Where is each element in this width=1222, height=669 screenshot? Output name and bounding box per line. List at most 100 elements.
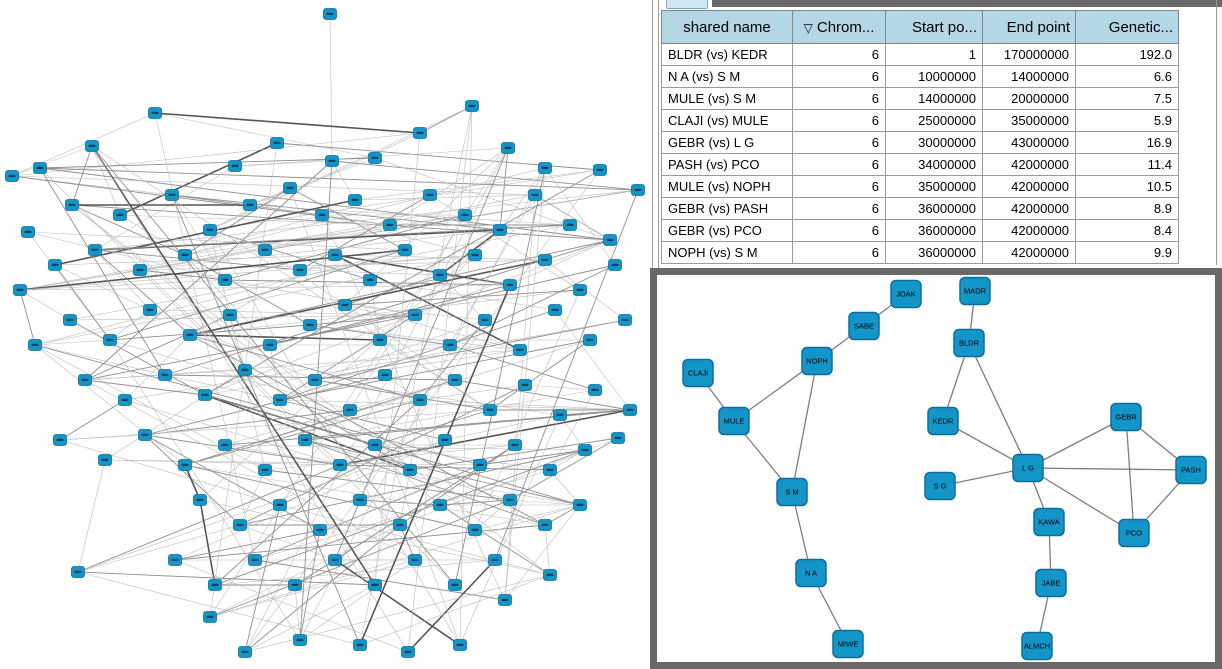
- network-node[interactable]: [538, 519, 552, 531]
- network-node-GEBR[interactable]: GEBR: [1110, 402, 1142, 432]
- network-node[interactable]: [618, 314, 632, 326]
- table-cell[interactable]: 6: [792, 65, 886, 88]
- network-node[interactable]: [238, 364, 252, 376]
- network-node[interactable]: [138, 429, 152, 441]
- network-edge-BLDR-LG[interactable]: [968, 342, 1029, 469]
- network-node[interactable]: [13, 284, 27, 296]
- table-cell[interactable]: 8.9: [1075, 197, 1179, 220]
- network-node[interactable]: [103, 334, 117, 346]
- network-node[interactable]: [513, 344, 527, 356]
- network-node[interactable]: [308, 374, 322, 386]
- table-cell[interactable]: PASH (vs) PCO: [661, 153, 793, 176]
- network-node[interactable]: [488, 554, 502, 566]
- network-node[interactable]: [348, 194, 362, 206]
- node-shape[interactable]: [848, 311, 880, 341]
- table-cell[interactable]: 35000000: [885, 175, 983, 198]
- node-shape[interactable]: [1033, 507, 1065, 537]
- table-row[interactable]: N A (vs) S M 6 10000000 14000000 6.6: [661, 65, 1179, 88]
- network-node[interactable]: [338, 299, 352, 311]
- network-edge-LG-PASH[interactable]: [1027, 467, 1192, 471]
- node-shape[interactable]: [832, 629, 864, 659]
- network-node[interactable]: [48, 259, 62, 271]
- network-node[interactable]: [233, 519, 247, 531]
- network-node[interactable]: [165, 189, 179, 201]
- table-cell[interactable]: MULE (vs) S M: [661, 87, 793, 110]
- table-cell[interactable]: 6: [792, 153, 886, 176]
- node-shape[interactable]: [953, 328, 985, 358]
- network-node[interactable]: [298, 434, 312, 446]
- network-node[interactable]: [608, 259, 622, 271]
- network-node[interactable]: [270, 137, 284, 149]
- network-node[interactable]: [588, 384, 602, 396]
- network-node-MIWE[interactable]: MIWE: [832, 629, 864, 659]
- node-shape[interactable]: [1110, 402, 1142, 432]
- table-cell[interactable]: 10000000: [885, 65, 983, 88]
- table-cell[interactable]: GEBR (vs) PASH: [661, 197, 793, 220]
- network-node[interactable]: [5, 170, 19, 182]
- filter-icon[interactable]: ▽: [803, 20, 813, 35]
- network-node[interactable]: [453, 639, 467, 651]
- network-node[interactable]: [573, 284, 587, 296]
- network-node[interactable]: [53, 434, 67, 446]
- network-node[interactable]: [28, 339, 42, 351]
- table-row[interactable]: MULE (vs) NOPH 6 35000000 42000000 10.5: [661, 175, 1179, 198]
- network-node[interactable]: [413, 127, 427, 139]
- network-node-ALMCH[interactable]: ALMCH: [1021, 631, 1053, 661]
- table-cell[interactable]: 6: [792, 87, 886, 110]
- table-cell[interactable]: 30000000: [885, 131, 983, 154]
- table-row[interactable]: GEBR (vs) PASH 6 36000000 42000000 8.9: [661, 197, 1179, 220]
- network-edge-LG-GEBR[interactable]: [1027, 416, 1127, 469]
- network-node[interactable]: [113, 209, 127, 221]
- table-cell[interactable]: 6: [792, 219, 886, 242]
- table-cell[interactable]: 7.5: [1075, 87, 1179, 110]
- table-cell[interactable]: 170000000: [982, 43, 1076, 66]
- network-node[interactable]: [573, 499, 587, 511]
- subnetwork-canvas[interactable]: JOAK MADR SABE BLDR NOPH CLAJI GEBR MULE KEDR L G…: [657, 275, 1215, 662]
- table-cell[interactable]: 10.5: [1075, 175, 1179, 198]
- network-node[interactable]: [498, 594, 512, 606]
- network-node[interactable]: [478, 314, 492, 326]
- network-node[interactable]: [183, 329, 197, 341]
- column-header-shared-name[interactable]: shared name: [661, 10, 793, 44]
- table-cell[interactable]: 35000000: [982, 109, 1076, 132]
- node-shape[interactable]: [924, 471, 956, 501]
- network-node[interactable]: [65, 199, 79, 211]
- network-node[interactable]: [368, 579, 382, 591]
- table-cell[interactable]: 6: [792, 43, 886, 66]
- network-node[interactable]: [458, 209, 472, 221]
- table-cell[interactable]: 8.4: [1075, 219, 1179, 242]
- network-node[interactable]: [203, 611, 217, 623]
- network-node[interactable]: [325, 155, 339, 167]
- network-node[interactable]: [243, 199, 257, 211]
- network-edge-GEBR-PCO[interactable]: [1125, 416, 1135, 534]
- table-cell[interactable]: 14000000: [885, 87, 983, 110]
- table-cell[interactable]: 11.4: [1075, 153, 1179, 176]
- table-cell[interactable]: MULE (vs) NOPH: [661, 175, 793, 198]
- network-node[interactable]: [503, 494, 517, 506]
- network-node[interactable]: [193, 494, 207, 506]
- network-node[interactable]: [218, 274, 232, 286]
- node-shape[interactable]: [682, 358, 714, 388]
- network-node[interactable]: [408, 554, 422, 566]
- network-node[interactable]: [401, 646, 415, 658]
- network-node[interactable]: [208, 579, 222, 591]
- network-node[interactable]: [323, 8, 337, 20]
- network-node-SM[interactable]: S M: [776, 477, 808, 507]
- table-row[interactable]: BLDR (vs) KEDR 6 1 170000000 192.0: [661, 43, 1179, 66]
- network-node[interactable]: [368, 152, 382, 164]
- network-node[interactable]: [468, 524, 482, 536]
- table-row[interactable]: NOPH (vs) S M 6 36000000 42000000 9.9: [661, 241, 1179, 264]
- network-edge-LG-PCO[interactable]: [1027, 467, 1135, 534]
- table-cell[interactable]: 42000000: [982, 175, 1076, 198]
- table-cell[interactable]: 5.9: [1075, 109, 1179, 132]
- network-node[interactable]: [448, 374, 462, 386]
- column-header-end-point[interactable]: End point: [982, 10, 1076, 44]
- network-node[interactable]: [423, 189, 437, 201]
- table-cell[interactable]: 6: [792, 197, 886, 220]
- network-node-JOAK[interactable]: JOAK: [890, 279, 922, 309]
- table-cell[interactable]: 36000000: [885, 241, 983, 264]
- network-node[interactable]: [413, 394, 427, 406]
- network-node[interactable]: [398, 244, 412, 256]
- network-node[interactable]: [178, 249, 192, 261]
- network-node[interactable]: [465, 100, 479, 112]
